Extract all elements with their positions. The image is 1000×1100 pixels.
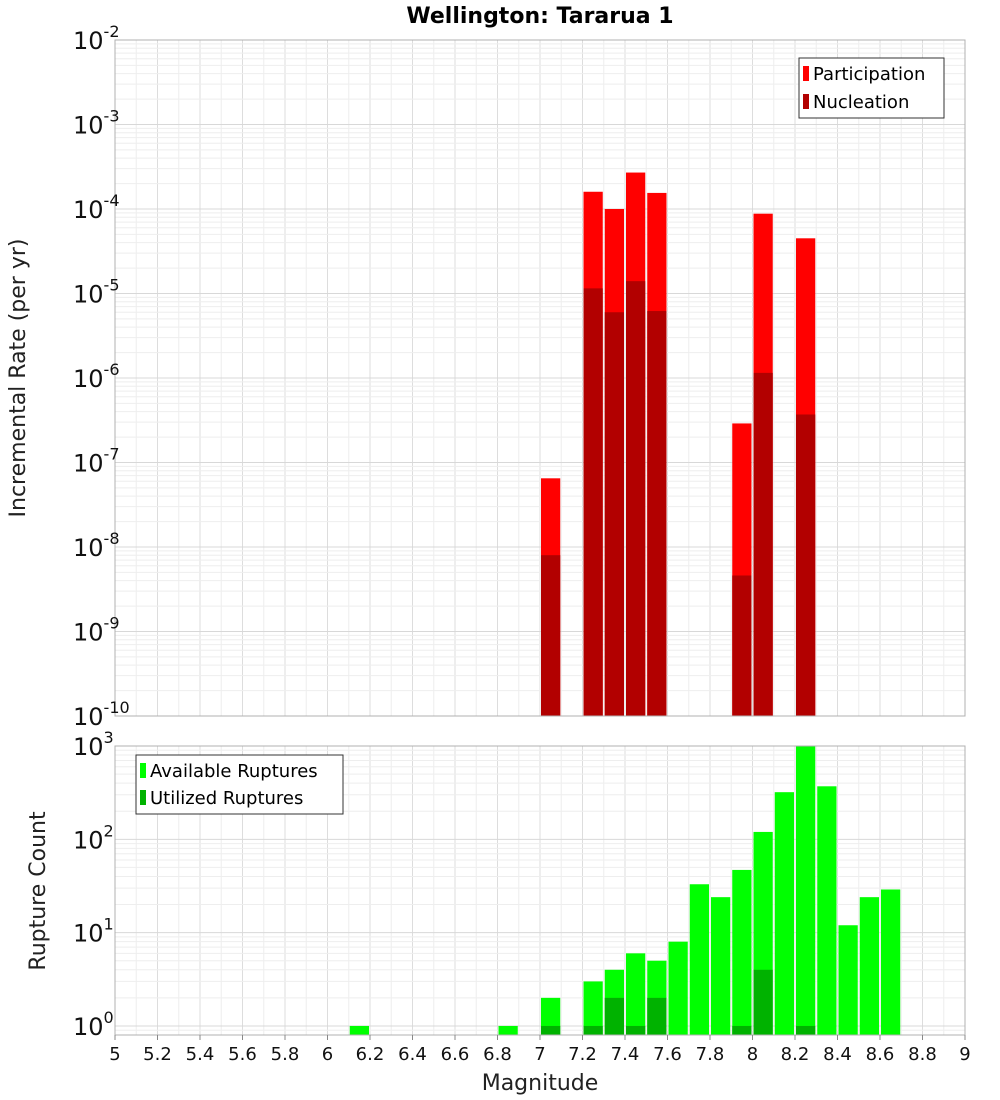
legend-swatch-participation (803, 66, 809, 81)
top-y-tick-label: 10-2 (73, 22, 120, 55)
top-y-tick-label: 10-4 (73, 191, 120, 224)
bar-available-ruptures (774, 792, 794, 1035)
bar-utilized-ruptures (796, 1025, 816, 1035)
legend-label-participation: Participation (813, 64, 925, 85)
legend-label-available-ruptures: Available Ruptures (150, 761, 318, 782)
x-tick-label: 8.4 (823, 1044, 852, 1065)
top-panel: 10-10 10-9 10-8 10-7 10-6 10-5 10-4 10-3 10-2 In… (6, 22, 966, 731)
x-tick-label: 6 (322, 1044, 333, 1065)
legend-swatch-nucleation (803, 94, 809, 109)
bottom-y-tick-label: 101 (73, 915, 114, 948)
bar-utilized-ruptures (541, 1025, 561, 1035)
top-y-tick-label: 10-3 (73, 107, 120, 140)
x-tick-labels: 5 5.2 5.4 5.6 5.8 6 6.2 6.4 6.6 6.8 7 7.2 7.4 7.6 7.8 8… (109, 1035, 971, 1065)
bar-nucleation (732, 575, 752, 716)
x-tick-label: 6.6 (441, 1044, 470, 1065)
bar-available-ruptures (689, 884, 709, 1035)
x-tick-label: 7.6 (653, 1044, 682, 1065)
bar-nucleation (796, 414, 816, 716)
x-tick-label: 8.2 (781, 1044, 810, 1065)
bar-available-ruptures (349, 1025, 369, 1035)
bottom-y-axis-label: Rupture Count (26, 811, 51, 971)
bottom-y-tick-label: 102 (73, 821, 114, 854)
bar-utilized-ruptures (753, 969, 773, 1035)
x-tick-label: 5.4 (186, 1044, 215, 1065)
bar-available-ruptures (541, 997, 561, 1035)
x-tick-label: 8 (747, 1044, 758, 1065)
x-tick-label: 6.8 (483, 1044, 512, 1065)
top-y-tick-label: 10-10 (73, 698, 130, 731)
bar-available-ruptures (668, 941, 688, 1035)
x-tick-label: 8.8 (908, 1044, 937, 1065)
bottom-legend-box (135, 754, 344, 815)
x-tick-label: 9 (959, 1044, 970, 1065)
bar-available-ruptures (732, 869, 752, 1035)
bottom-y-tick-label: 103 (73, 728, 114, 761)
x-tick-label: 7.2 (568, 1044, 597, 1065)
bar-nucleation (541, 555, 561, 716)
x-tick-label: 7.4 (611, 1044, 640, 1065)
top-y-tick-label: 10-9 (73, 614, 120, 647)
x-tick-label: 6.4 (398, 1044, 427, 1065)
bar-utilized-ruptures (604, 997, 624, 1035)
bar-utilized-ruptures (647, 997, 667, 1035)
bar-available-ruptures (838, 925, 858, 1035)
bottom-bars (349, 746, 901, 1035)
x-tick-label: 5.2 (143, 1044, 172, 1065)
x-tick-label: 7.8 (696, 1044, 725, 1065)
x-axis-label: Magnitude (482, 1071, 599, 1096)
x-tick-label: 6.2 (356, 1044, 385, 1065)
top-plot-border (114, 39, 966, 717)
bar-nucleation (626, 281, 646, 716)
x-tick-label: 7 (534, 1044, 545, 1065)
bar-available-ruptures (711, 897, 731, 1035)
x-tick-label: 5.6 (228, 1044, 257, 1065)
top-bars (541, 172, 816, 717)
x-tick-label: 5.8 (271, 1044, 300, 1065)
top-y-tick-labels: 10-10 10-9 10-8 10-7 10-6 10-5 10-4 10-3 10-2 (73, 22, 130, 731)
bar-utilized-ruptures (732, 1025, 752, 1035)
bottom-legend: Available Ruptures Utilized Ruptures (135, 754, 344, 815)
bar-utilized-ruptures (583, 1025, 603, 1035)
top-y-tick-label: 10-7 (73, 445, 120, 478)
bar-available-ruptures (881, 889, 901, 1035)
bar-available-ruptures (817, 786, 837, 1035)
x-tick-label: 5 (109, 1044, 120, 1065)
top-y-tick-label: 10-5 (73, 276, 120, 309)
bar-available-ruptures (796, 746, 816, 1035)
legend-label-utilized-ruptures: Utilized Ruptures (150, 788, 303, 809)
bar-nucleation (753, 372, 773, 716)
bar-nucleation (583, 288, 603, 716)
top-legend-box (798, 57, 945, 119)
top-y-axis-label: Incremental Rate (per yr) (6, 239, 31, 518)
legend-swatch-available-ruptures (140, 763, 146, 778)
bar-nucleation (647, 311, 667, 716)
legend-swatch-utilized-ruptures (140, 790, 146, 805)
top-gridlines (114, 39, 966, 717)
bar-utilized-ruptures (626, 1025, 646, 1035)
bar-available-ruptures (626, 953, 646, 1035)
bar-available-ruptures (859, 897, 879, 1035)
x-tick-label: 8.6 (866, 1044, 895, 1065)
top-y-tick-label: 10-6 (73, 360, 120, 393)
bottom-panel: 100 101 102 103 5 5.2 5.4 5.6 5.8 6 6.2 6.4 6.6 6.8 7… (26, 728, 971, 1096)
legend-label-nucleation: Nucleation (813, 92, 909, 113)
bar-available-ruptures (498, 1025, 518, 1035)
bottom-y-tick-labels: 100 101 102 103 (73, 728, 114, 1041)
chart-title: Wellington: Tararua 1 (406, 4, 673, 29)
top-legend: Participation Nucleation (798, 57, 945, 119)
bottom-y-tick-label: 100 (73, 1008, 114, 1041)
bar-available-ruptures (583, 981, 603, 1035)
bar-nucleation (604, 312, 624, 716)
top-y-tick-label: 10-8 (73, 529, 120, 562)
